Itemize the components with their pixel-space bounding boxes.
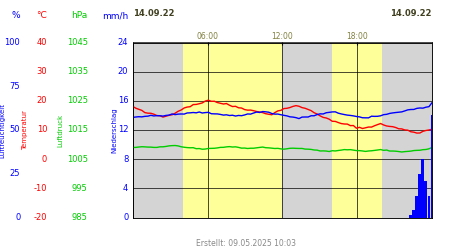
Bar (409, 215, 412, 218)
Text: 16: 16 (117, 96, 128, 105)
Text: 1045: 1045 (67, 38, 88, 47)
Text: mm/h: mm/h (102, 11, 128, 20)
Bar (183, 42, 283, 218)
Text: 1025: 1025 (67, 96, 88, 105)
Text: 75: 75 (9, 82, 20, 91)
Text: 40: 40 (37, 38, 47, 47)
Text: 20: 20 (37, 96, 47, 105)
Text: 50: 50 (10, 126, 20, 134)
Bar (412, 210, 414, 218)
Text: hPa: hPa (72, 11, 88, 20)
Text: °C: °C (36, 11, 47, 20)
Bar (421, 159, 424, 218)
Text: 8: 8 (123, 155, 128, 164)
Text: 24: 24 (118, 38, 128, 47)
Text: 10: 10 (37, 126, 47, 134)
Text: 25: 25 (10, 169, 20, 178)
Text: 30: 30 (36, 67, 47, 76)
Text: -10: -10 (34, 184, 47, 193)
Bar (415, 196, 418, 218)
Text: 985: 985 (72, 213, 88, 222)
Text: 1005: 1005 (67, 155, 88, 164)
Text: 20: 20 (118, 67, 128, 76)
Text: 0: 0 (123, 213, 128, 222)
Text: Luftfeuchtigkeit: Luftfeuchtigkeit (0, 102, 5, 158)
Bar (424, 181, 427, 218)
Text: Niederschlag: Niederschlag (112, 107, 118, 153)
Bar (428, 196, 430, 218)
Text: -20: -20 (34, 213, 47, 222)
Text: 14.09.22: 14.09.22 (133, 8, 174, 18)
Text: 0: 0 (42, 155, 47, 164)
Text: %: % (12, 11, 20, 20)
Text: 100: 100 (4, 38, 20, 47)
Text: Temperatur: Temperatur (22, 110, 28, 150)
Bar (418, 174, 421, 218)
Bar (332, 42, 382, 218)
Text: 1015: 1015 (67, 126, 88, 134)
Text: 12: 12 (118, 126, 128, 134)
Bar (431, 116, 433, 218)
Text: 1035: 1035 (67, 67, 88, 76)
Text: 995: 995 (72, 184, 88, 193)
Text: 14.09.22: 14.09.22 (391, 8, 432, 18)
Text: 0: 0 (15, 213, 20, 222)
Text: Luftdruck: Luftdruck (58, 114, 64, 146)
Text: Erstellt: 09.05.2025 10:03: Erstellt: 09.05.2025 10:03 (197, 238, 297, 248)
Text: 4: 4 (123, 184, 128, 193)
